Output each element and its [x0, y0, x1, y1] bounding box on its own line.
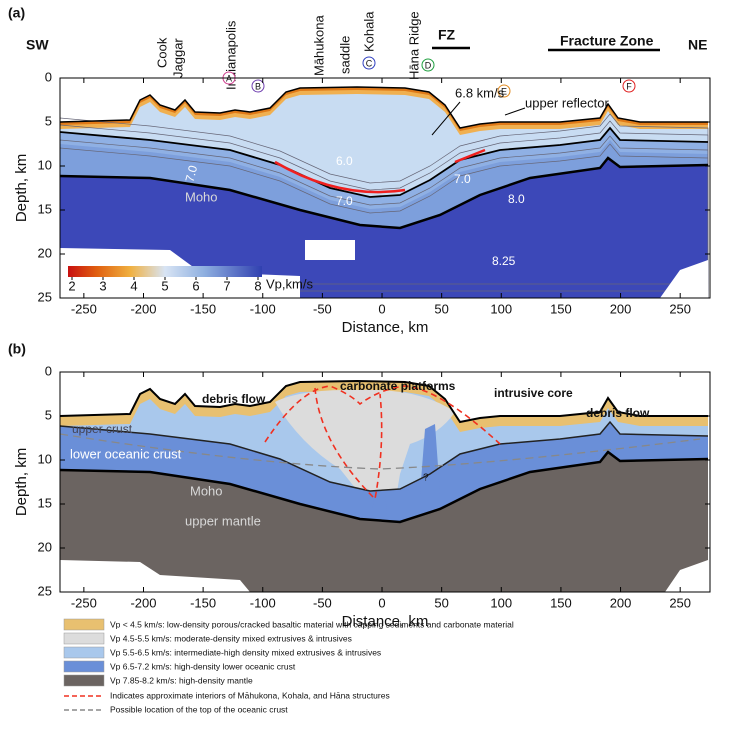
y-tick-label: 10	[38, 451, 52, 466]
legend-entry: Indicates approximate interiors of Māhuk…	[110, 690, 390, 700]
y-tick-label: 25	[38, 583, 52, 598]
x-tick-label: 250	[669, 595, 691, 610]
annotation: Hāna Ridge	[406, 11, 421, 80]
x-tick-label: 150	[550, 595, 572, 610]
annotation: carbonate platforms	[340, 379, 456, 393]
x-tick-label: 250	[669, 301, 691, 316]
y-tick-label: 0	[45, 363, 52, 378]
legend: Vp < 4.5 km/s: low-density porous/cracke…	[64, 619, 514, 714]
annotation: debris flow	[202, 392, 266, 406]
colorbar-tick-label: 8	[254, 278, 261, 293]
y-axis-label: Depth, km	[13, 448, 30, 516]
x-axis-label: Distance, km	[342, 319, 429, 336]
colorbar-tick-label: 6	[192, 278, 199, 293]
colorbar-label: Vp,km/s	[266, 276, 313, 291]
x-tick-label: 200	[610, 301, 632, 316]
y-tick-label: 20	[38, 539, 52, 554]
legend-entry: Vp 6.5-7.2 km/s: high-density lower ocea…	[110, 661, 296, 671]
colorbar-tick-label: 5	[161, 278, 168, 293]
annotation: SW	[26, 37, 49, 53]
contour-label: 8.0	[508, 192, 525, 206]
x-tick-label: 200	[610, 595, 632, 610]
x-tick-label: 50	[434, 301, 448, 316]
y-tick-label: 5	[45, 113, 52, 128]
x-tick-label: -200	[130, 301, 156, 316]
site-label: B	[255, 81, 261, 91]
contour-label: 7.0	[454, 172, 471, 186]
annotation: FZ	[438, 27, 456, 43]
colorbar-tick-label: 4	[130, 278, 137, 293]
annotation: upper mantle	[185, 513, 261, 528]
y-axis-label: Depth, km	[13, 154, 30, 222]
legend-entry: Vp < 4.5 km/s: low-density porous/cracke…	[110, 619, 514, 629]
legend-entry: Possible location of the top of the ocea…	[110, 704, 288, 714]
y-tick-label: 15	[38, 495, 52, 510]
x-tick-label: -100	[250, 301, 276, 316]
annotation: lower oceanic crust	[70, 446, 182, 461]
y-tick-label: 20	[38, 245, 52, 260]
y-tick-label: 15	[38, 201, 52, 216]
legend-entry: Vp 4.5-5.5 km/s: moderate-density mixed …	[110, 633, 352, 643]
contour-label: 8.25	[492, 254, 516, 268]
site-label: F	[626, 81, 632, 91]
contour-label: 6.0	[336, 154, 353, 168]
panel-label: (a)	[8, 5, 25, 21]
x-tick-label: 0	[378, 301, 385, 316]
x-tick-label: -150	[190, 595, 216, 610]
colorbar-tick-label: 2	[68, 278, 75, 293]
annotation: debris flow	[586, 406, 650, 420]
x-tick-label: -250	[71, 301, 97, 316]
x-tick-label: -50	[313, 301, 332, 316]
annotation: saddle	[337, 36, 352, 74]
x-tick-label: -50	[313, 595, 332, 610]
annotation: upper reflector	[525, 95, 609, 110]
x-tick-label: 100	[490, 301, 512, 316]
site-label: D	[425, 60, 432, 70]
annotation: Cook	[154, 37, 169, 68]
x-tick-label: -100	[250, 595, 276, 610]
y-tick-label: 0	[45, 69, 52, 84]
y-tick-label: 5	[45, 407, 52, 422]
annotation: Moho	[185, 189, 218, 204]
annotation: ?	[423, 473, 429, 484]
y-tick-label: 10	[38, 157, 52, 172]
site-label: C	[366, 58, 373, 68]
colorbar	[68, 266, 262, 277]
figure: (a) (b) 2 3 4 5 6 7 8 Vp,km/s SW NE Cook Jagga…	[0, 0, 731, 747]
contour-label: 7.0	[336, 194, 353, 208]
x-tick-label: 50	[434, 595, 448, 610]
x-tick-label: 100	[490, 595, 512, 610]
x-tick-label: -150	[190, 301, 216, 316]
velocity-section	[60, 87, 708, 314]
x-tick-label: 150	[550, 301, 572, 316]
colorbar-tick-label: 7	[223, 278, 230, 293]
legend-entry: Vp 5.5-6.5 km/s: intermediate-high densi…	[110, 647, 381, 657]
colorbar-tick-label: 3	[99, 278, 106, 293]
annotation: intrusive core	[494, 386, 573, 400]
y-tick-label: 25	[38, 289, 52, 304]
x-tick-label: -250	[71, 595, 97, 610]
annotation: Fracture Zone	[560, 33, 654, 49]
legend-entry: Vp 7.85-8.2 km/s: high-density mantle	[110, 675, 253, 685]
annotation: NE	[688, 37, 707, 53]
panel-label: (b)	[8, 341, 26, 357]
annotation: Kohala	[361, 11, 376, 52]
x-tick-label: 0	[378, 595, 385, 610]
annotation: Jaggar	[170, 38, 185, 78]
annotation: Moho	[190, 483, 223, 498]
annotation: Māhukona	[311, 15, 326, 76]
annotation: upper crust	[72, 422, 133, 436]
x-tick-label: -200	[130, 595, 156, 610]
annotation: 6.8 km/s	[455, 85, 505, 100]
